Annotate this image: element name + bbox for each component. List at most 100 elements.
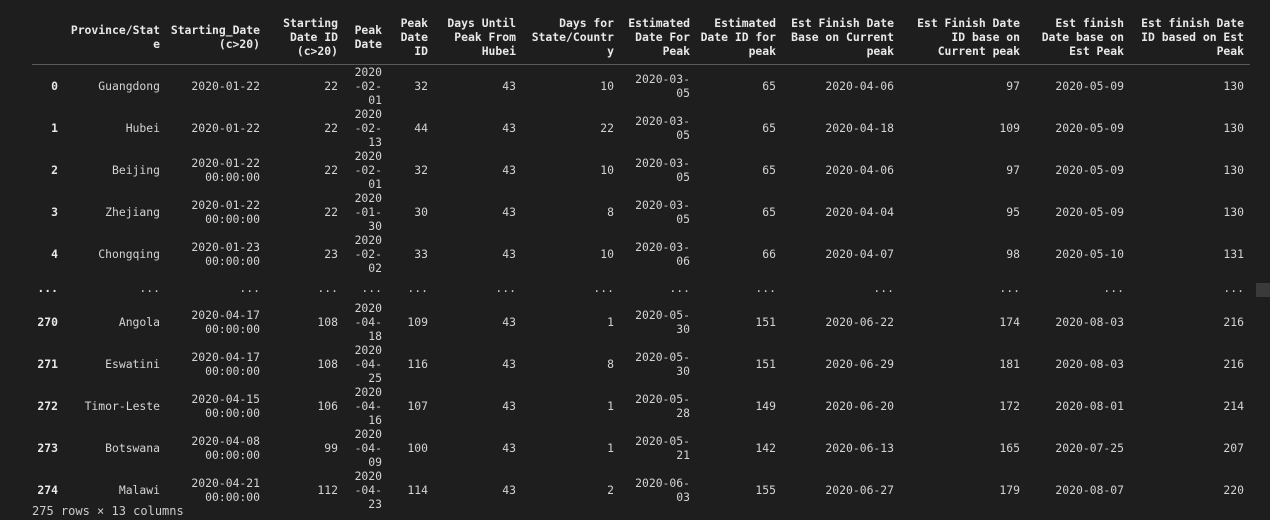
table-row: 272 Timor-Leste 2020-04-15 00:00:00 106 2020… bbox=[32, 385, 1250, 427]
table-cell: Guangdong bbox=[98, 79, 160, 93]
table-cell: 149 bbox=[755, 399, 776, 413]
column-header: Estimated Date For Peak bbox=[620, 10, 696, 65]
table-cell: 107 bbox=[407, 399, 428, 413]
row-index: 272 bbox=[37, 399, 58, 413]
table-cell: ... bbox=[755, 281, 776, 295]
table-cell: 97 bbox=[1006, 79, 1020, 93]
table-cell: ... bbox=[669, 281, 690, 295]
row-index: ... bbox=[37, 281, 58, 295]
table-cell: 22 bbox=[324, 79, 338, 93]
table-cell: 43 bbox=[502, 399, 516, 413]
table-cell: 43 bbox=[502, 315, 516, 329]
table-cell: 22 bbox=[324, 163, 338, 177]
table-cell: 172 bbox=[999, 399, 1020, 413]
dataframe-output: Province/State Starting_Date (c>20) Starti… bbox=[32, 10, 1250, 511]
table-cell: 2020-01-22 bbox=[191, 121, 260, 135]
table-cell: Beijing bbox=[111, 163, 160, 177]
table-cell: Angola bbox=[118, 315, 160, 329]
row-index: 4 bbox=[51, 247, 58, 261]
table-cell: 2020-04-06 bbox=[825, 163, 894, 177]
table-cell: 109 bbox=[407, 315, 428, 329]
row-index: 2 bbox=[51, 163, 58, 177]
table-cell: 43 bbox=[502, 121, 516, 135]
table-cell: 2020-03-06 bbox=[635, 240, 690, 268]
table-cell: 109 bbox=[999, 121, 1020, 135]
table-cell: 43 bbox=[502, 163, 516, 177]
table-cell: 2020-01-30 bbox=[354, 191, 382, 233]
table-cell: 43 bbox=[502, 483, 516, 497]
table-cell: ... bbox=[999, 281, 1020, 295]
table-cell: 116 bbox=[407, 357, 428, 371]
table-cell: 131 bbox=[1223, 247, 1244, 261]
table-cell: 114 bbox=[407, 483, 428, 497]
table-cell: 112 bbox=[317, 483, 338, 497]
table-cell: ... bbox=[361, 281, 382, 295]
column-header: Est Finish Date ID base on Current peak bbox=[900, 10, 1026, 65]
table-cell: 216 bbox=[1223, 357, 1244, 371]
table-cell: Eswatini bbox=[105, 357, 160, 371]
table-cell: 43 bbox=[502, 205, 516, 219]
table-cell: 22 bbox=[600, 121, 614, 135]
row-index: 274 bbox=[37, 483, 58, 497]
table-cell: 151 bbox=[755, 315, 776, 329]
table-cell: 2 bbox=[607, 483, 614, 497]
column-header: Est Finish Date Base on Current peak bbox=[782, 10, 900, 65]
table-cell: 2020-02-01 bbox=[354, 149, 382, 191]
table-cell: 2020-04-17 00:00:00 bbox=[191, 350, 260, 378]
table-cell: 2020-04-15 00:00:00 bbox=[191, 392, 260, 420]
column-header: Est finish Date base on Est Peak bbox=[1026, 10, 1130, 65]
table-cell: 2020-03-05 bbox=[635, 72, 690, 100]
table-cell: 2020-05-28 bbox=[635, 392, 690, 420]
dataframe-table: Province/State Starting_Date (c>20) Starti… bbox=[32, 10, 1250, 511]
table-cell: 214 bbox=[1223, 399, 1244, 413]
table-cell: Zhejiang bbox=[105, 205, 160, 219]
table-cell: 181 bbox=[999, 357, 1020, 371]
table-cell: 130 bbox=[1223, 163, 1244, 177]
table-cell: 22 bbox=[324, 121, 338, 135]
table-cell: 2020-06-27 bbox=[825, 483, 894, 497]
table-cell: 2020-08-03 bbox=[1055, 315, 1124, 329]
table-cell: 2020-05-09 bbox=[1055, 121, 1124, 135]
column-header: Peak Date ID bbox=[388, 10, 434, 65]
table-row: 0 Guangdong 2020-01-22 22 2020-02-01 32 43 10 20… bbox=[32, 65, 1250, 108]
column-header: Est finish Date ID based on Est Peak bbox=[1130, 10, 1250, 65]
table-cell: ... bbox=[1103, 281, 1124, 295]
table-cell: 151 bbox=[755, 357, 776, 371]
table-cell: 2020-08-07 bbox=[1055, 483, 1124, 497]
table-cell: 2020-04-18 bbox=[825, 121, 894, 135]
table-cell: 108 bbox=[317, 357, 338, 371]
ellipsis-row: ........................................… bbox=[32, 275, 1250, 301]
table-cell: 2020-05-30 bbox=[635, 350, 690, 378]
table-cell: 98 bbox=[1006, 247, 1020, 261]
table-cell: ... bbox=[239, 281, 260, 295]
table-cell: 2020-06-03 bbox=[635, 476, 690, 504]
table-cell: 108 bbox=[317, 315, 338, 329]
table-cell: 2020-04-06 bbox=[825, 79, 894, 93]
table-cell: 2020-02-13 bbox=[354, 107, 382, 149]
table-cell: 2020-02-01 bbox=[354, 65, 382, 107]
table-cell: 216 bbox=[1223, 315, 1244, 329]
table-cell: ... bbox=[495, 281, 516, 295]
table-cell: 66 bbox=[762, 247, 776, 261]
table-cell: 43 bbox=[502, 79, 516, 93]
table-cell: 142 bbox=[755, 441, 776, 455]
table-cell: 174 bbox=[999, 315, 1020, 329]
table-cell: 2020-01-22 00:00:00 bbox=[191, 156, 260, 184]
table-cell: 44 bbox=[414, 121, 428, 135]
table-cell: 2020-07-25 bbox=[1055, 441, 1124, 455]
table-header-row: Province/State Starting_Date (c>20) Starti… bbox=[32, 10, 1250, 65]
table-cell: 2020-04-18 bbox=[354, 301, 382, 343]
table-cell: 2020-04-23 bbox=[354, 469, 382, 511]
table-cell: 33 bbox=[414, 247, 428, 261]
table-cell: ... bbox=[139, 281, 160, 295]
table-cell: 65 bbox=[762, 163, 776, 177]
table-cell: 1 bbox=[607, 399, 614, 413]
table-cell: 30 bbox=[414, 205, 428, 219]
table-cell: 2020-05-09 bbox=[1055, 205, 1124, 219]
table-cell: Hubei bbox=[125, 121, 160, 135]
table-cell: 2020-05-21 bbox=[635, 434, 690, 462]
scrollbar-thumb[interactable] bbox=[1256, 283, 1270, 297]
table-cell: 2020-01-22 00:00:00 bbox=[191, 198, 260, 226]
dataframe-shape-label: 275 rows × 13 columns bbox=[32, 504, 184, 518]
column-header: Province/State bbox=[64, 10, 166, 65]
